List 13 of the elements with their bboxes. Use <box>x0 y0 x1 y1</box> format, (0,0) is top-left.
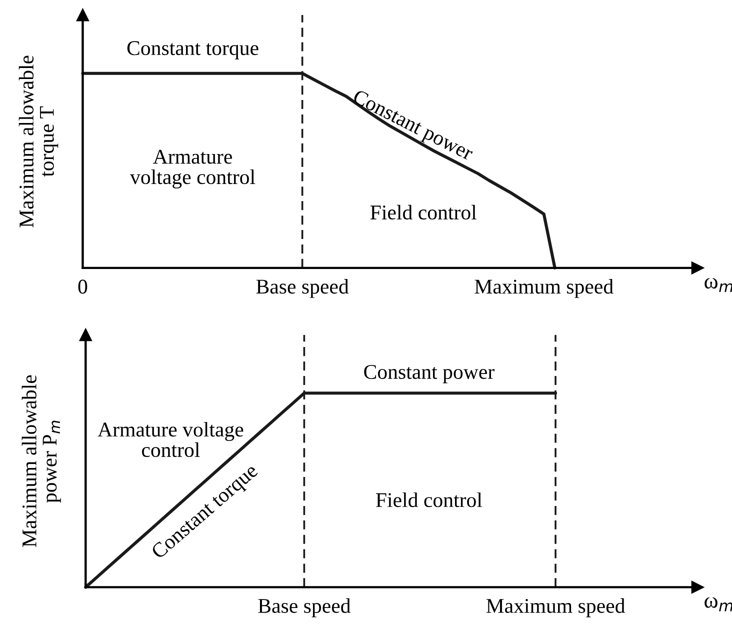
y-axis-title: Maximum allowable power P$_{m}$ <box>22 375 61 547</box>
x-tick-label: Base speed <box>258 598 351 618</box>
x-tick-label: Maximum speed <box>474 279 614 298</box>
annotation: Field control <box>370 204 476 220</box>
annotation: Field control <box>376 492 482 508</box>
annotation: Armature voltage control <box>130 150 256 188</box>
x-tick-label: Maximum speed <box>486 598 625 618</box>
text: Constant torque <box>127 41 258 60</box>
x-tick-label: Base speed <box>256 279 349 298</box>
y-axis-title: Maximum allowable torque T <box>18 56 58 228</box>
x-tick-label: 0 <box>78 280 88 294</box>
text: Constant power <box>364 364 494 384</box>
annotation: Armature voltage control <box>98 422 244 458</box>
